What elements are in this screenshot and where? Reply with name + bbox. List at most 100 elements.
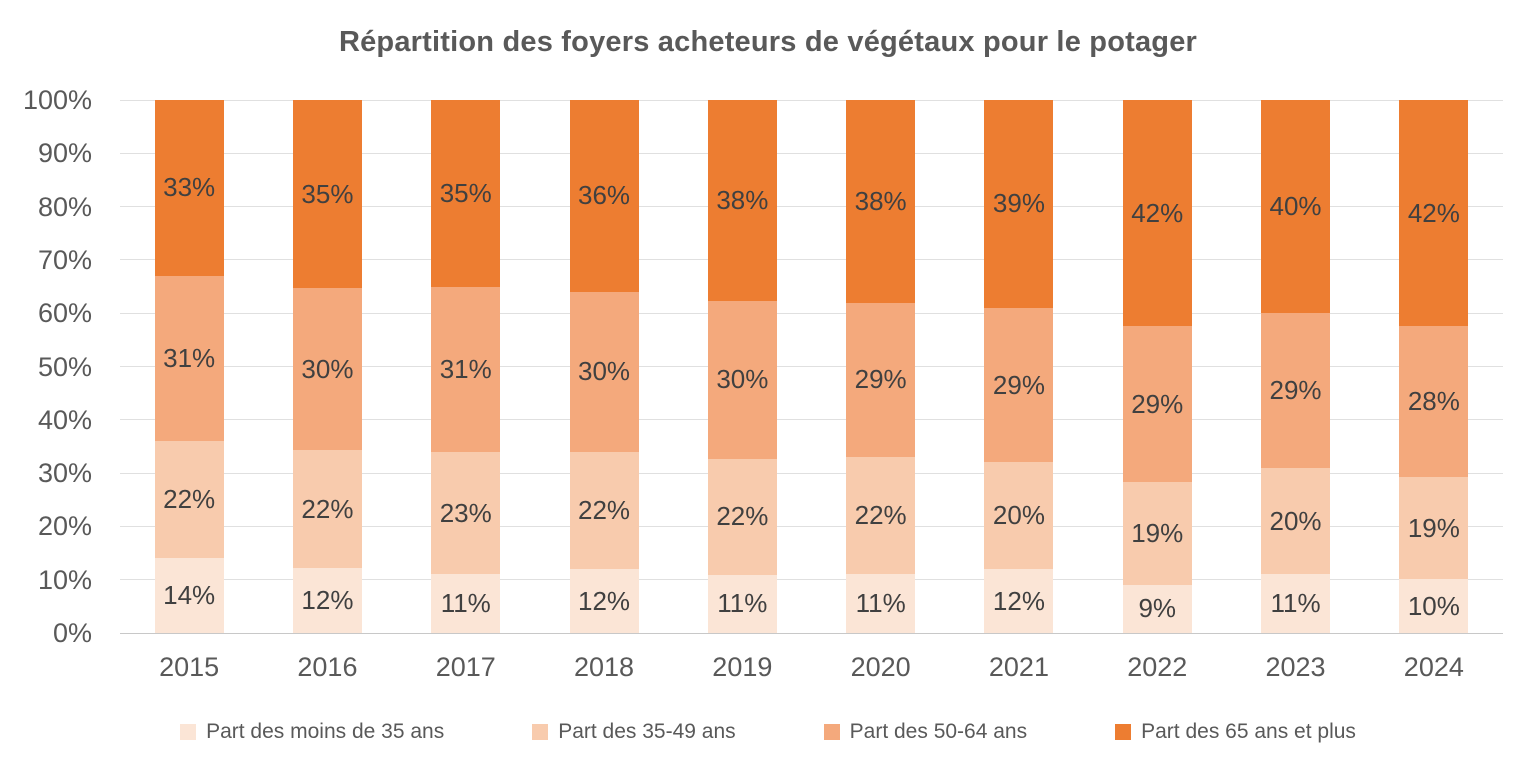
bar-segment: 20%: [1261, 467, 1331, 575]
bar-segment: 42%: [1122, 100, 1192, 327]
data-label: 29%: [992, 369, 1045, 400]
bar-segment: 29%: [984, 307, 1054, 463]
bar-segment: 11%: [1261, 574, 1331, 633]
bar-segment: 12%: [984, 569, 1054, 633]
x-axis-label: 2016: [297, 652, 358, 682]
bar-column: 14% 22% 31% 33%: [154, 100, 224, 633]
x-axis-label: 2015: [159, 652, 220, 682]
bar-segment: 10%: [1399, 579, 1469, 633]
data-label: 30%: [716, 364, 769, 395]
y-gridline: [120, 472, 1503, 474]
bar-segment: 39%: [984, 100, 1054, 308]
y-gridline: [120, 525, 1503, 527]
data-label: 31%: [439, 353, 492, 384]
y-axis-tick-label: 60%: [37, 298, 92, 329]
x-axis-label: 2019: [712, 652, 773, 682]
data-label: 22%: [578, 494, 631, 525]
y-gridline: [120, 312, 1503, 314]
bar-column: 10% 19% 28% 42%: [1399, 100, 1469, 633]
x-axis-label: 2017: [435, 652, 496, 682]
bar-segment: 29%: [1122, 326, 1192, 483]
bar-column: 11% 22% 30% 38%: [707, 100, 777, 633]
bar-segment: 33%: [154, 100, 224, 276]
y-gridline: [120, 206, 1503, 208]
y-gridline: [120, 259, 1503, 261]
data-label: 38%: [716, 184, 769, 215]
y-axis-tick-label: 70%: [37, 244, 92, 275]
data-label: 35%: [301, 178, 354, 209]
y-axis-tick-label: 100%: [22, 85, 92, 115]
bar-column: 9% 19% 29% 42%: [1122, 100, 1192, 633]
bar-column: 11% 22% 29% 38%: [846, 100, 916, 633]
data-label: 28%: [1407, 386, 1460, 417]
bar-segment: 30%: [707, 300, 777, 459]
bar-segment: 38%: [846, 100, 916, 303]
y-gridline: [120, 579, 1503, 581]
data-label: 9%: [1138, 593, 1177, 624]
bar-column: 11% 20% 29% 40%: [1261, 100, 1331, 633]
bar-segment: 42%: [1399, 100, 1469, 327]
bar-segment: 30%: [569, 291, 639, 452]
bar-segment: 11%: [846, 574, 916, 633]
data-label: 36%: [578, 180, 631, 211]
chart-title: Répartition des foyers acheteurs de végé…: [338, 26, 1198, 58]
y-gridline: [120, 99, 1503, 101]
data-label: 29%: [1131, 388, 1184, 419]
data-label: 20%: [1269, 505, 1322, 536]
data-label: 10%: [1407, 590, 1460, 621]
bar-segment: 9%: [1122, 584, 1192, 633]
data-label: 14%: [163, 580, 216, 611]
y-gridline: [120, 632, 1503, 634]
data-label: 11%: [1270, 588, 1321, 619]
data-label: 11%: [717, 588, 768, 619]
data-label: 31%: [163, 343, 216, 374]
x-axis-label: 2018: [574, 652, 635, 682]
bar-segment: 35%: [292, 100, 362, 289]
bar-segment: 19%: [1399, 476, 1469, 580]
legend-swatch: [180, 724, 197, 740]
data-label: 23%: [439, 497, 492, 528]
bar-segment: 22%: [707, 458, 777, 575]
data-label: 42%: [1131, 197, 1184, 228]
bar-segment: 11%: [431, 574, 501, 633]
y-axis-tick-label: 90%: [37, 138, 92, 169]
y-axis-tick-label: 80%: [37, 191, 92, 222]
data-label: 22%: [163, 484, 216, 515]
y-gridline: [120, 366, 1503, 367]
y-gridline: [120, 419, 1503, 421]
data-label: 29%: [1269, 375, 1322, 405]
data-label: 22%: [854, 500, 907, 531]
legend-swatch: [1115, 724, 1132, 740]
bar-segment: 35%: [431, 100, 501, 287]
data-label: 12%: [992, 585, 1045, 616]
legend-item: Part des 35-49 ans: [532, 720, 736, 744]
legend-item: Part des 65 ans et plus: [1115, 720, 1356, 744]
data-label: 29%: [854, 364, 907, 395]
data-label: 33%: [163, 172, 216, 203]
bar-column: 12% 20% 29% 39%: [984, 100, 1054, 633]
bar-segment: 36%: [569, 100, 639, 292]
bar-segment: 11%: [707, 574, 777, 633]
x-axis-label: 2024: [1403, 652, 1464, 682]
legend-label: Part des 35-49 ans: [558, 720, 736, 743]
bar-column: 12% 22% 30% 36%: [569, 100, 639, 633]
data-label: 39%: [992, 188, 1045, 219]
y-axis-tick-label: 40%: [37, 404, 92, 435]
data-label: 30%: [578, 356, 631, 387]
bar-segment: 29%: [1261, 313, 1331, 468]
bar-segment: 38%: [707, 100, 777, 301]
data-label: 19%: [1131, 517, 1184, 548]
bar-segment: 20%: [984, 462, 1054, 570]
bar-segment: 22%: [846, 457, 916, 575]
data-label: 40%: [1269, 191, 1322, 222]
data-label: 12%: [301, 585, 354, 616]
x-axis-label: 2022: [1127, 652, 1188, 682]
bar-segment: 40%: [1261, 100, 1331, 314]
data-label: 42%: [1407, 197, 1460, 228]
bar-segment: 22%: [569, 451, 639, 570]
x-axis-label: 2021: [988, 652, 1049, 682]
bar-segment: 31%: [431, 286, 501, 452]
legend-item: Part des 50-64 ans: [823, 720, 1027, 744]
bar-segment: 28%: [1399, 326, 1469, 477]
